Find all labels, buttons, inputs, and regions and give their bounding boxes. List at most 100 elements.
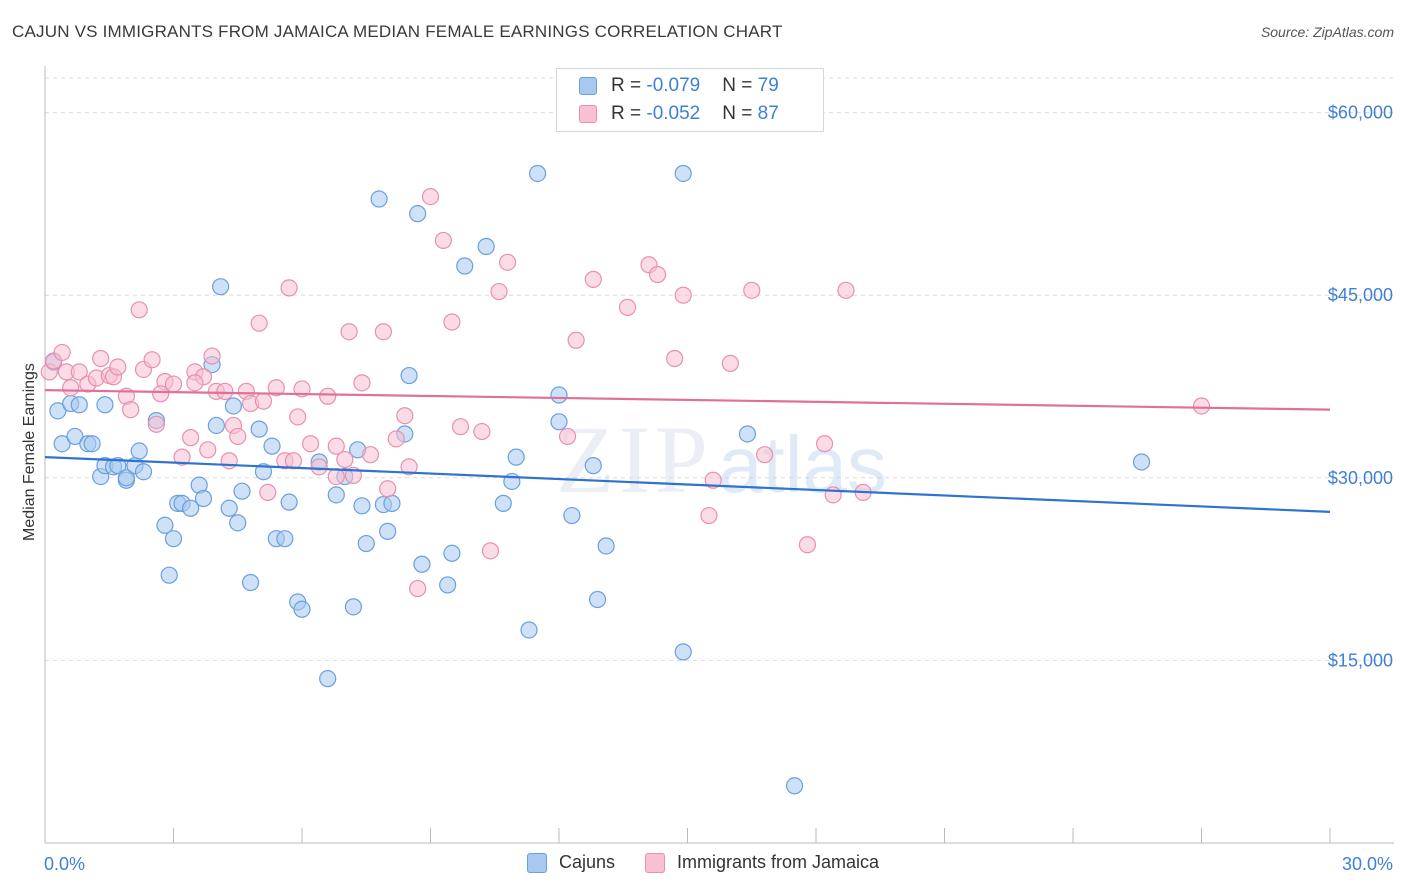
y-tick-label: $30,000 [1328, 468, 1393, 488]
jamaica-point [340, 323, 358, 341]
jamaica-point [743, 281, 761, 299]
jamaica-point [62, 379, 80, 397]
cajuns-point [507, 448, 525, 466]
legend-label-jamaica: Immigrants from Jamaica [676, 852, 880, 872]
cajuns-point [353, 497, 371, 515]
cajuns-point [182, 499, 200, 517]
jamaica-point [755, 446, 774, 464]
legend-n-label: N = [722, 75, 758, 96]
cajuns-point [327, 486, 345, 504]
cajuns-point [160, 566, 178, 584]
cajuns-trend-line [44, 456, 1331, 513]
jamaica-point [704, 471, 722, 489]
jamaica-point [409, 579, 427, 598]
cajuns-point [117, 469, 135, 487]
cajuns-point [70, 396, 88, 414]
y-tick-label: $60,000 [1328, 103, 1393, 123]
jamaica-point [92, 349, 110, 368]
legend-r-label: R = [611, 75, 647, 96]
jamaica-point [815, 435, 834, 453]
jamaica-point [374, 323, 392, 341]
stats-legend: R = -0.079 N = 79 R = -0.052 N = 87 [556, 68, 824, 132]
jamaica-point [648, 265, 667, 284]
y-tick-label: $15,000 [1328, 650, 1393, 670]
jamaica-point [53, 343, 71, 362]
jamaica-point [143, 351, 161, 369]
jamaica-point [421, 188, 440, 206]
cajuns-point [212, 278, 230, 296]
cajuns-point [357, 534, 375, 553]
cajuns-point [134, 463, 153, 481]
cajuns-point [164, 530, 183, 548]
cajuns-point [413, 555, 431, 573]
cajuns-point [738, 425, 757, 443]
legend-swatch-cajuns [579, 77, 597, 95]
jamaica-point [1192, 397, 1211, 415]
cajuns-point [477, 237, 495, 256]
cajuns-point [319, 670, 337, 688]
jamaica-point [327, 467, 345, 486]
jamaica-point [361, 446, 380, 464]
jamaica-point [798, 536, 817, 554]
jamaica-point [122, 401, 140, 419]
legend-r-value: -0.052 [646, 103, 701, 124]
legend-row-jamaica: R = -0.052 N = 87 [579, 102, 779, 126]
jamaica-point [310, 458, 328, 476]
cajuns-point [370, 190, 388, 208]
cajuns-point [293, 600, 311, 618]
legend-n-value: 87 [757, 103, 779, 124]
chart-source: Source: ZipAtlas.com [1260, 24, 1394, 40]
cajuns-point [220, 499, 238, 517]
jamaica-point [254, 392, 273, 410]
jamaica-point [499, 253, 517, 271]
cajuns-point [194, 489, 213, 508]
jamaica-trend-line [44, 389, 1331, 411]
jamaica-point [319, 387, 337, 405]
legend-r-label: R = [611, 103, 647, 124]
cajuns-point [443, 544, 461, 562]
grid-lines [45, 77, 1394, 661]
jamaica-point [220, 452, 238, 470]
jamaica-point [700, 506, 718, 525]
legend-swatch-jamaica [579, 105, 597, 123]
legend-item-cajuns[interactable]: Cajuns [526, 852, 615, 873]
x-tick-label: 30.0% [1342, 854, 1393, 874]
cajuns-point [439, 576, 457, 594]
jamaica-point [216, 382, 234, 400]
jamaica-point [229, 427, 247, 446]
cajuns-point [400, 366, 418, 385]
cajuns-point [254, 463, 273, 481]
cajuns-point [66, 427, 84, 446]
legend-swatch-jamaica [644, 852, 665, 873]
cajuns-point [520, 621, 538, 639]
legend-label-cajuns: Cajuns [558, 852, 615, 872]
cajuns-point [49, 402, 67, 420]
cajuns-point [550, 386, 568, 404]
cajuns-point [263, 437, 281, 455]
jamaica-point [584, 270, 602, 288]
x-tick-label: 0.0% [44, 854, 85, 874]
jamaica-point [481, 542, 500, 560]
jamaica-point [199, 441, 217, 459]
jamaica-point [434, 231, 452, 250]
cajuns-point [242, 573, 260, 592]
cajuns-point [494, 494, 512, 512]
jamaica-point [443, 313, 461, 331]
cajuns-point [528, 164, 547, 183]
jamaica-point [173, 448, 191, 466]
jamaica-point [567, 331, 585, 349]
cajuns-point [280, 493, 298, 511]
cajuns-point [233, 482, 251, 500]
watermark-zip: ZIP [556, 406, 712, 513]
jamaica-point [267, 379, 285, 397]
legend-item-jamaica[interactable]: Immigrants from Jamaica [644, 852, 880, 873]
cajuns-point [207, 416, 225, 435]
jamaica-point [618, 298, 637, 316]
cajuns-point [224, 397, 243, 415]
jamaica-point [353, 374, 371, 392]
jamaica-point [721, 354, 739, 372]
jamaica-point [490, 282, 508, 301]
jamaica-point [147, 415, 165, 433]
jamaica-point [70, 363, 88, 381]
